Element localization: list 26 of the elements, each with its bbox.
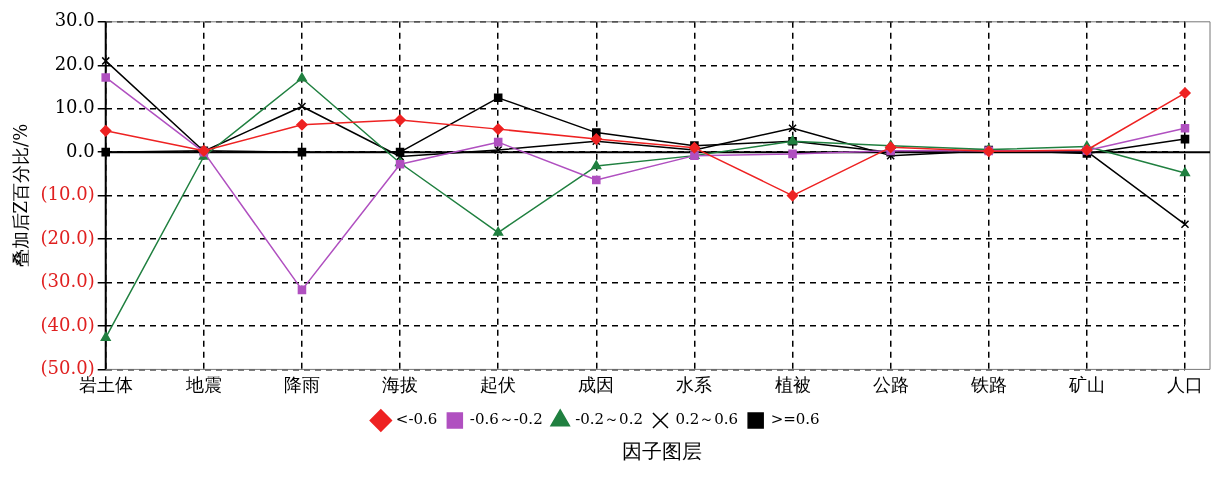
x-tick-label: 海拔 bbox=[382, 373, 419, 395]
y-tick-label: (20.0) bbox=[40, 226, 95, 248]
y-tick-label: 20.0 bbox=[54, 52, 95, 74]
legend-label: <-0.6 bbox=[395, 410, 438, 429]
y-tick-label: (10.0) bbox=[40, 183, 95, 205]
x-tick-label: 矿山 bbox=[1067, 373, 1105, 395]
legend-label: -0.2～0.2 bbox=[575, 410, 643, 429]
x-axis-title: 因子图层 bbox=[620, 438, 703, 465]
x-tick-label: 公路 bbox=[872, 373, 909, 395]
y-tick-label: 30.0 bbox=[54, 9, 95, 31]
x-tick-label: 铁路 bbox=[969, 373, 1007, 395]
legend-label: >=0.6 bbox=[770, 410, 820, 429]
legend-label: 0.2～0.6 bbox=[675, 410, 739, 429]
x-tick-label: 成因 bbox=[578, 373, 615, 395]
y-axis-title: 叠加后Z百分比/% bbox=[10, 123, 32, 268]
x-tick-label: 地震 bbox=[184, 373, 222, 395]
y-tick-label: 10.0 bbox=[54, 96, 95, 118]
x-tick-label: 水系 bbox=[676, 373, 713, 395]
x-tick-label: 起伏 bbox=[480, 373, 517, 395]
legend-label: -0.6～-0.2 bbox=[469, 410, 543, 429]
x-tick-label: 植被 bbox=[774, 373, 811, 395]
y-tick-label: (40.0) bbox=[40, 313, 95, 335]
y-tick-label: (30.0) bbox=[40, 270, 95, 292]
y-tick-label: 0.0 bbox=[66, 139, 95, 161]
x-tick-label: 人口 bbox=[1167, 373, 1203, 395]
x-tick-label: 降雨 bbox=[283, 373, 320, 395]
